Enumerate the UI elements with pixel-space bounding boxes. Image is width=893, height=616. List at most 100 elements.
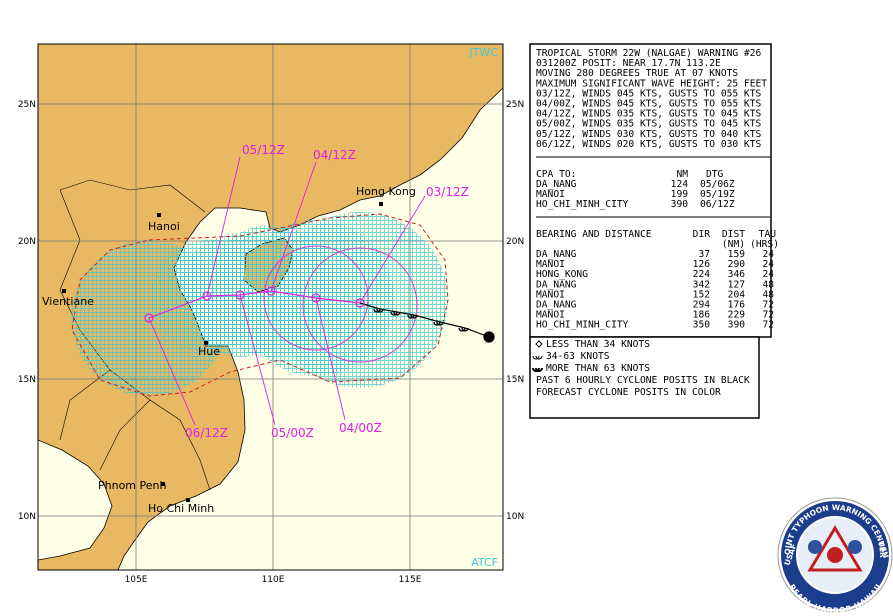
- map-frame: [37, 43, 504, 571]
- place-label: Ho Chi Minh: [148, 502, 214, 515]
- lat-label: 25N: [506, 100, 524, 110]
- radius-50kt: [302, 247, 418, 363]
- warning-line: 04/00Z, WINDS 045 KTS, GUSTS TO 055 KTS: [536, 99, 761, 110]
- bearing-name: DA_NANG: [536, 300, 577, 311]
- cpa-dtg: 06/12Z: [700, 199, 735, 210]
- legend-line: LESS THAN 34 KNOTS: [546, 339, 650, 350]
- radius-50kt: [263, 245, 369, 351]
- cpa-header: CPA TO:: [536, 169, 576, 180]
- legend-line: MORE THAN 63 KNOTS: [546, 363, 650, 374]
- bearing-cell: 346: [728, 269, 746, 280]
- forecast-position: [355, 298, 365, 308]
- bearing-cell: 294: [693, 300, 711, 311]
- source-label: JTWC: [468, 46, 498, 59]
- leader: [148, 317, 196, 426]
- place-label: Hong Kong: [356, 185, 416, 198]
- bearing-cell: 290: [728, 259, 746, 270]
- bearing-cell: 48: [762, 279, 774, 290]
- lat-label: 10N: [18, 512, 36, 522]
- bearing-cell: 350: [693, 320, 711, 331]
- bearing-unit: (HRS): [750, 239, 779, 250]
- icon-weak: [535, 340, 543, 348]
- storm-symbol: [407, 314, 418, 319]
- legend-box: [529, 336, 760, 419]
- logo-emblem: [808, 540, 822, 554]
- place-label: Vientiane: [42, 295, 94, 308]
- warning-line: 06/12Z, WINDS 020 KTS, GUSTS TO 030 KTS: [536, 139, 761, 150]
- forecast-label: 04/12Z: [313, 148, 356, 162]
- leader: [315, 297, 346, 421]
- bearing-name: DA_NANG: [536, 249, 577, 260]
- map: Hanoi Vientiane Hue Hong Kong Phnom Penh Ho C…: [38, 44, 503, 570]
- cpa-nm: 199: [671, 189, 689, 200]
- bearing-cell: 186: [693, 310, 711, 321]
- forecast-label: 03/12Z: [426, 185, 469, 199]
- warning-line: TROPICAL STORM 22W (NALGAE) WARNING #26: [536, 48, 761, 59]
- lat-label: 25N: [18, 100, 36, 110]
- legend-icons: [532, 340, 543, 372]
- cpa-dtg: 05/06Z: [700, 179, 735, 190]
- lon-label: 115E: [399, 575, 422, 585]
- cpa-header: NM: [676, 169, 688, 180]
- lon-label: 105E: [125, 575, 148, 585]
- leader: [239, 294, 276, 426]
- logo-emblem: [848, 540, 862, 554]
- bearing-name: MANOI: [536, 259, 565, 270]
- bearing-cell: 224: [693, 269, 711, 280]
- logo-storm: [827, 547, 843, 563]
- bearing-header: TAU: [759, 229, 777, 240]
- cpa-header: DTG: [706, 169, 724, 180]
- lat-label: 20N: [506, 237, 524, 247]
- bearing-cell: 24: [762, 249, 774, 260]
- bearing-header: DIST: [722, 229, 745, 240]
- bearing-header: DIR: [693, 229, 711, 240]
- cpa-name: DA_NANG: [536, 179, 577, 190]
- past-positions: [373, 308, 495, 343]
- forecast-label: 04/00Z: [339, 421, 382, 435]
- leader: [270, 161, 317, 292]
- warning-line: MAXIMUM SIGNIFICANT WAVE HEIGHT: 25 FEET: [536, 78, 767, 89]
- icon-storm: [532, 355, 543, 360]
- bearing-cell: 126: [693, 259, 711, 270]
- city-marker: [379, 202, 383, 206]
- cpa-name: HO_CHI_MINH_CITY: [536, 199, 629, 210]
- forecast-position: [235, 290, 245, 300]
- place-label: Hanoi: [148, 220, 180, 233]
- lon-label: 110E: [262, 575, 285, 585]
- warning-line: MOVING 280 DEGREES TRUE AT 07 KNOTS: [536, 68, 738, 79]
- bearing-name: MANOI: [536, 289, 565, 300]
- bearing-cell: 48: [762, 289, 774, 300]
- bearing-cell: 72: [762, 300, 774, 311]
- bearing-name: MANOI: [536, 310, 565, 321]
- inner-radii: [263, 245, 418, 363]
- legend-line: FORECAST CYCLONE POSITS IN COLOR: [536, 387, 721, 398]
- bearing-cell: 72: [762, 310, 774, 321]
- bearing-cell: 342: [693, 279, 710, 290]
- forecast-label: 05/00Z: [271, 426, 314, 440]
- forecast-positions: [144, 286, 365, 323]
- storm-symbol: [433, 321, 444, 326]
- warning-box: [529, 43, 772, 338]
- bearing-header: BEARING AND DISTANCE: [536, 229, 652, 240]
- storm-symbol: [373, 308, 384, 313]
- bearing-cell: 127: [728, 279, 746, 290]
- lat-label: 15N: [506, 375, 524, 385]
- lat-label: 20N: [18, 237, 36, 247]
- forecast-label: 05/12Z: [242, 143, 285, 157]
- warning-line: 03/12Z, WINDS 045 KTS, GUSTS TO 055 KTS: [536, 88, 761, 99]
- city-marker: [186, 498, 190, 502]
- forecast-position: [144, 313, 154, 323]
- forecast-label: 06/12Z: [185, 426, 228, 440]
- bearing-cell: 229: [728, 310, 746, 321]
- forecast-position: [202, 291, 212, 301]
- cpa-name: MANOI: [536, 189, 565, 200]
- danger-area: [71, 213, 449, 397]
- bearing-cell: 24: [762, 269, 774, 280]
- bearing-cell: 37: [698, 249, 710, 260]
- bearing-name: DA_NANG: [536, 279, 577, 290]
- icon-typhoon: [532, 367, 543, 372]
- legend-line: PAST 6 HOURLY CYCLONE POSITS IN BLACK: [536, 375, 750, 386]
- bearing-cell: 24: [762, 259, 774, 270]
- gulf-of-thailand: [38, 439, 113, 561]
